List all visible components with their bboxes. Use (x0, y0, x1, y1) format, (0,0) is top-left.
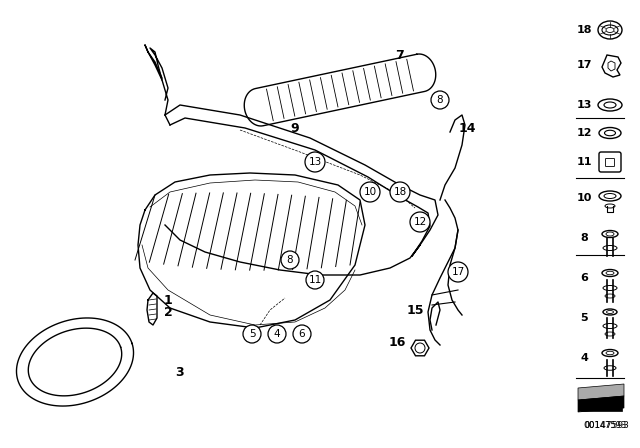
Text: 3: 3 (176, 366, 184, 379)
Text: 16: 16 (388, 336, 406, 349)
Polygon shape (581, 390, 622, 408)
Text: 13: 13 (576, 100, 592, 110)
Circle shape (448, 262, 468, 282)
Text: 8: 8 (287, 255, 293, 265)
Text: 5: 5 (580, 313, 588, 323)
Text: 12: 12 (576, 128, 592, 138)
Polygon shape (578, 396, 624, 412)
Text: 14: 14 (458, 121, 476, 134)
Text: 13: 13 (308, 157, 322, 167)
Text: 00147593: 00147593 (583, 421, 629, 430)
Circle shape (281, 251, 299, 269)
Text: 11: 11 (308, 275, 322, 285)
Text: 7: 7 (396, 48, 404, 61)
Text: 6: 6 (580, 273, 588, 283)
Circle shape (305, 152, 325, 172)
Text: 5: 5 (249, 329, 255, 339)
Text: 17: 17 (576, 60, 592, 70)
Text: 12: 12 (413, 217, 427, 227)
Text: 10: 10 (576, 193, 592, 203)
Circle shape (243, 325, 261, 343)
Polygon shape (578, 384, 624, 400)
Text: 11: 11 (576, 157, 592, 167)
Text: 1: 1 (164, 293, 172, 306)
Text: 2: 2 (164, 306, 172, 319)
Text: 10: 10 (364, 187, 376, 197)
Text: 8: 8 (580, 233, 588, 243)
Text: 15: 15 (406, 303, 424, 316)
Text: 6: 6 (299, 329, 305, 339)
Text: 18: 18 (576, 25, 592, 35)
Text: 18: 18 (394, 187, 406, 197)
Text: 00147593: 00147593 (585, 421, 627, 430)
Text: 8: 8 (436, 95, 444, 105)
Text: 9: 9 (291, 121, 300, 134)
Text: 4: 4 (274, 329, 280, 339)
Circle shape (360, 182, 380, 202)
Text: 4: 4 (580, 353, 588, 363)
Circle shape (293, 325, 311, 343)
Circle shape (390, 182, 410, 202)
Bar (581, 403, 622, 411)
Circle shape (268, 325, 286, 343)
Circle shape (306, 271, 324, 289)
Circle shape (431, 91, 449, 109)
Text: 17: 17 (451, 267, 465, 277)
Circle shape (410, 212, 430, 232)
